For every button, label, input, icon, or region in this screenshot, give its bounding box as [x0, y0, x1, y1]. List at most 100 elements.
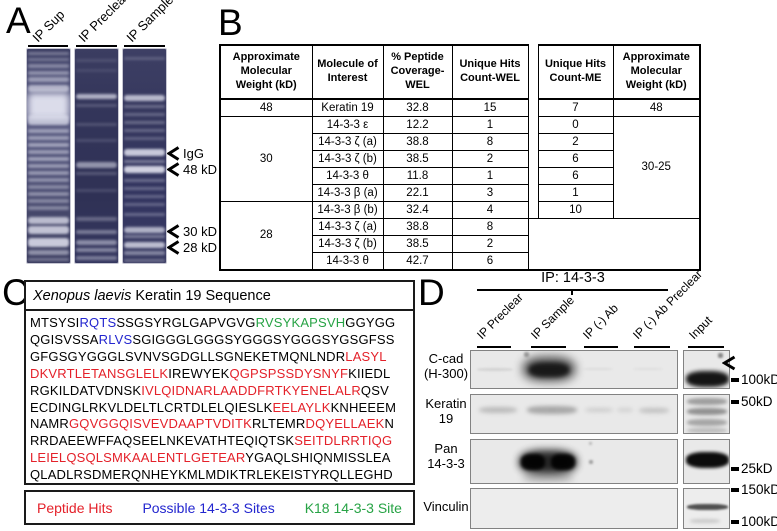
sequence-segment: GGYGG	[345, 315, 396, 330]
lane-underline	[688, 346, 724, 348]
sequence-segment: MTSYSI	[30, 315, 80, 330]
gel-band	[28, 192, 69, 196]
lane-underline	[28, 45, 68, 47]
blot-band	[687, 504, 728, 510]
sequence-segment: SSGSYRGLGAPVGVG	[116, 315, 256, 330]
sequence-segment: ECDINGLRKVLDELTLCRTDLELQIESLK	[30, 399, 273, 415]
table-cell: 1	[451, 116, 529, 134]
col-header-hits-me: Unique Hits Count-ME	[537, 44, 614, 100]
mw-marker-50kd: 50kD	[731, 394, 773, 409]
gel-band	[124, 149, 165, 156]
sequence-segment: EELAYLK	[272, 399, 331, 415]
gel-band	[28, 217, 69, 224]
gel-lane-label-ip-sup: IP Sup	[29, 6, 68, 45]
table-cell: 6	[451, 252, 529, 271]
blot-vinculin-main	[470, 488, 678, 529]
legend-possible-sites: Possible 14-3-3 Sites	[142, 499, 275, 516]
lane-underline	[634, 346, 670, 348]
mw-marker-150kd: 150kD	[731, 482, 777, 497]
gel-band	[28, 93, 69, 119]
table-cell: 48	[612, 98, 701, 117]
blot-band	[686, 452, 729, 468]
blot-lane-label-ip-sample: IP Sample	[528, 293, 578, 342]
sequence-block: MTSYSIRQTSSSGSYRGLGAPVGVGRVSYKAPSVHGGYGG…	[26, 311, 413, 484]
gel-band	[124, 187, 165, 190]
marker-dash	[731, 377, 739, 382]
gel-band	[76, 59, 117, 62]
gel-band	[28, 164, 69, 168]
sequence-title: Xenopus laevis Keratin 19 Sequence	[26, 282, 413, 311]
sequence-line: RGKILDATVDNSKIVLQIDNARLAADDFRTKYENELALRQ…	[30, 383, 410, 400]
blot-row-label-keratin19: Keratin 19	[425, 396, 467, 426]
sequence-segment: GQVGGQISVEVDAAPTVDITK	[69, 416, 252, 432]
sequence-segment: DQYELLAEK	[305, 416, 385, 432]
table-cell: 14-3-3 β (b)	[311, 201, 384, 219]
gel-band	[124, 95, 165, 101]
table-spacer-cell	[527, 133, 539, 151]
blot-lane-label-input: Input	[686, 313, 715, 342]
table-row: 14-3-3 ζ (a) 38.8 8	[220, 218, 701, 271]
blot-band-arrowhead	[721, 355, 736, 376]
gel-band	[28, 185, 69, 189]
gel-band	[76, 123, 117, 126]
gel-lane-label-ip-preclear: IP Preclear	[75, 0, 132, 46]
table-cell: 28	[219, 201, 313, 271]
gel-band	[124, 242, 165, 248]
sequence-segment: KIIEDL	[348, 365, 391, 381]
gel-band	[124, 203, 165, 206]
ip-header: IP: 14-3-3	[541, 270, 605, 286]
col-header-hits-wel: Unique Hits Count-WEL	[451, 44, 529, 100]
table-row: 14-3-3 ζ (a) 38.8 8 2	[220, 133, 700, 151]
blot-keratin19-input	[683, 394, 730, 434]
blot-band	[523, 472, 573, 482]
gel-annotation-48kd: 48 kD	[167, 162, 217, 177]
gel-band	[124, 251, 165, 255]
table-cell: 14-3-3 θ	[311, 167, 384, 185]
blot-band	[686, 371, 729, 387]
left-arrowhead-icon	[167, 240, 180, 255]
gel-band	[124, 227, 165, 233]
blot-row-label-vinculin: Vinculin	[423, 499, 469, 514]
lane-underline	[124, 45, 165, 47]
gel-band	[124, 195, 165, 198]
table-cell: 12.2	[382, 116, 453, 134]
table-cell: 38.8	[382, 133, 453, 151]
blot-band	[585, 408, 613, 412]
sequence-segment: RGKILDATVDNSK	[30, 382, 142, 398]
table-cell: 30-25	[612, 116, 701, 219]
sequence-line: QGISVSSARLVSSGIGGGLGGGSYGGGSYGGGSYGSGFSS	[30, 332, 410, 349]
gel-band	[124, 57, 165, 60]
gel-band	[28, 250, 69, 255]
table-spacer-cell	[527, 167, 539, 185]
gel-lane-ip-sup	[26, 48, 71, 264]
gel-band	[124, 105, 165, 108]
gel-band	[124, 160, 165, 163]
sequence-line: LEIELQSQLSMKAALENTLGETEARYGAQLSHIQNMISSL…	[30, 450, 410, 467]
table-cell: 11.8	[382, 167, 453, 185]
table-cell: 42.7	[382, 252, 453, 271]
sequence-segment: LEIELQSQLSMKAALENTLGETEAR	[30, 450, 246, 466]
gel-band	[124, 259, 165, 262]
blot-band	[524, 352, 529, 357]
mw-marker-100kd-bottom: 100kD	[731, 514, 777, 529]
gel-band	[28, 178, 69, 182]
blot-band	[527, 406, 577, 414]
lane-underline	[76, 45, 117, 47]
gel-band	[76, 172, 117, 175]
sequence-segment: IREWYEK	[168, 365, 230, 381]
sequence-segment: YGAQLSHIQNMISSLEA	[245, 450, 391, 466]
gel-band	[76, 189, 117, 192]
blot-band	[687, 408, 727, 415]
sequence-segment: SEITDLRRTIQG	[294, 433, 393, 449]
table-cell: 14-3-3 ζ (a)	[311, 218, 384, 236]
table-cell: 38.5	[382, 150, 453, 168]
gel-lane-label-ip-sample: IP Sample	[123, 0, 177, 45]
gel-band	[28, 77, 69, 82]
gel-band	[124, 166, 165, 173]
left-arrowhead-icon	[721, 355, 736, 371]
gel-band	[76, 248, 117, 252]
blot-keratin19-main	[470, 394, 678, 434]
table-cell: 22.1	[382, 184, 453, 202]
blot-band	[529, 363, 569, 377]
blot-band	[551, 454, 575, 470]
